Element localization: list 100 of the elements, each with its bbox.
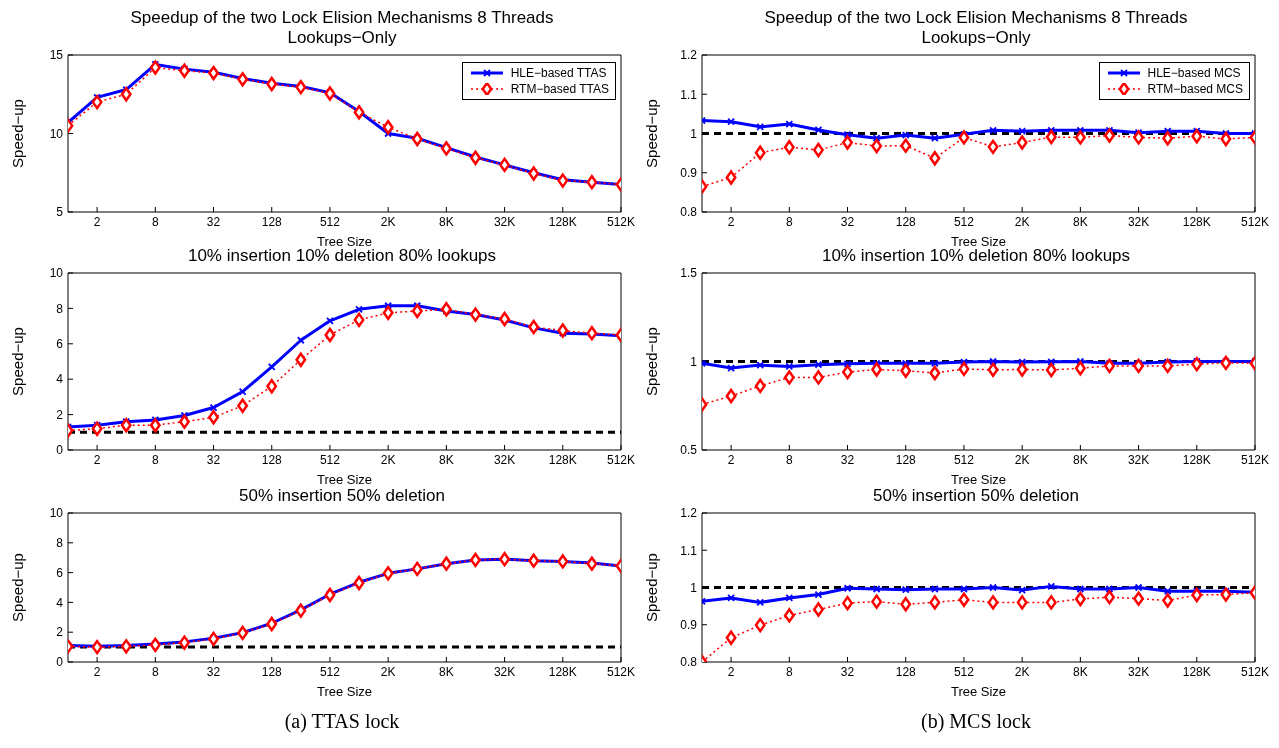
chart-title: Speedup of the two Lock Elision Mechanisms 8 Threads	[129, 8, 555, 28]
y-tick-label: 0.9	[680, 166, 698, 181]
y-tick-label: 0.5	[680, 443, 698, 458]
x-tick-label: 512	[953, 452, 975, 467]
x-tick-label: 512K	[1240, 664, 1270, 679]
chart-title: 50% insertion 50% deletion	[238, 486, 446, 506]
x-tick-label: 128K	[1182, 452, 1211, 467]
chart-title: 10% insertion 10% deletion 80% lookups	[820, 246, 1132, 266]
y-tick-label: 2	[56, 625, 64, 640]
x-axis-title: Tree Size	[950, 684, 1007, 699]
y-tick-label: 1	[690, 580, 698, 595]
x-tick-label: 2K	[1014, 452, 1030, 467]
x-tick-label: 32K	[493, 214, 516, 229]
x-tick-label: 128K	[548, 664, 577, 679]
y-tick-label: 4	[56, 595, 64, 610]
x-tick-label: 8	[785, 664, 793, 679]
x-axis-title: Tree Size	[316, 684, 373, 699]
x-tick-label: 2	[93, 664, 101, 679]
y-tick-label: 0.9	[680, 618, 698, 633]
y-tick-label: 8	[56, 536, 64, 551]
x-tick-label: 128	[261, 452, 283, 467]
legend-label: HLE−based MCS	[1147, 65, 1241, 81]
y-tick-label: 1.1	[680, 543, 698, 558]
x-tick-label: 2	[727, 214, 735, 229]
x-tick-label: 128K	[548, 214, 577, 229]
x-tick-label: 512K	[1240, 214, 1270, 229]
y-tick-label: 1.5	[680, 266, 698, 281]
x-tick-label: 32	[840, 664, 855, 679]
y-tick-label: 2	[56, 407, 64, 422]
y-tick-label: 10	[49, 126, 64, 141]
x-tick-label: 128	[261, 214, 283, 229]
chart-title: 50% insertion 50% deletion	[872, 486, 1080, 506]
x-tick-label: 32K	[1127, 664, 1150, 679]
y-axis-title: Speed−up	[643, 327, 661, 396]
x-tick-label: 512K	[606, 664, 636, 679]
x-tick-label: 8K	[1073, 452, 1088, 467]
y-axis-title: Speed−up	[9, 99, 27, 168]
y-axis-title: Speed−up	[643, 553, 661, 622]
text: (b) MCS lock	[920, 710, 1032, 733]
x-tick-label: 512	[953, 664, 975, 679]
y-tick-label: 10	[49, 506, 64, 521]
x-tick-label: 512	[319, 664, 341, 679]
x-tick-label: 512	[953, 214, 975, 229]
x-tick-label: 128	[261, 664, 283, 679]
x-tick-label: 32	[840, 214, 855, 229]
x-tick-label: 128	[895, 664, 917, 679]
x-tick-label: 128K	[1182, 664, 1211, 679]
x-tick-label: 2	[727, 664, 735, 679]
chart-subtitle: Lookups−Only	[286, 28, 398, 48]
x-tick-label: 8K	[439, 452, 454, 467]
y-tick-label: 4	[56, 372, 64, 387]
x-tick-label: 2	[727, 452, 735, 467]
y-tick-label: 6	[56, 337, 64, 352]
x-tick-label: 8	[785, 452, 793, 467]
x-tick-label: 32K	[493, 452, 516, 467]
x-tick-label: 8K	[439, 664, 454, 679]
y-tick-label: 10	[49, 266, 64, 281]
x-tick-label: 32K	[493, 664, 516, 679]
y-tick-label: 1.1	[680, 87, 698, 102]
y-tick-label: 1.2	[680, 48, 698, 63]
x-tick-label: 512	[319, 452, 341, 467]
text: (a) TTAS lock	[283, 710, 401, 733]
x-tick-label: 32	[206, 214, 221, 229]
y-tick-label: 0	[56, 443, 64, 458]
x-tick-label: 32	[206, 664, 221, 679]
x-tick-label: 2K	[1014, 664, 1030, 679]
x-axis-title: Tree Size	[950, 472, 1007, 487]
x-tick-label: 2	[93, 452, 101, 467]
x-tick-label: 512	[319, 214, 341, 229]
x-tick-label: 8	[151, 452, 159, 467]
x-tick-label: 8K	[439, 214, 454, 229]
x-tick-label: 8	[151, 664, 159, 679]
x-tick-label: 8	[785, 214, 793, 229]
y-tick-label: 15	[49, 48, 64, 63]
x-tick-label: 128	[895, 214, 917, 229]
x-tick-label: 128	[895, 452, 917, 467]
y-tick-label: 5	[56, 205, 64, 220]
y-tick-label: 8	[56, 301, 64, 316]
y-tick-label: 0.8	[680, 655, 698, 670]
y-tick-label: 1.2	[680, 506, 698, 521]
chart-title: Speedup of the two Lock Elision Mechanisms 8 Threads	[763, 8, 1189, 28]
x-tick-label: 8K	[1073, 214, 1088, 229]
x-tick-label: 2K	[1014, 214, 1030, 229]
x-tick-label: 128K	[1182, 214, 1211, 229]
x-tick-label: 2K	[380, 214, 396, 229]
x-tick-label: 2K	[380, 452, 396, 467]
y-axis-title: Speed−up	[9, 553, 27, 622]
legend-label: RTM−based TTAS	[510, 81, 609, 97]
y-tick-label: 0	[56, 655, 64, 670]
y-axis-title: Speed−up	[643, 99, 661, 168]
x-tick-label: 8K	[1073, 664, 1088, 679]
x-tick-label: 32K	[1127, 214, 1150, 229]
x-axis-title: Tree Size	[950, 234, 1007, 249]
x-tick-label: 32K	[1127, 452, 1150, 467]
x-tick-label: 512K	[1240, 452, 1270, 467]
chart-title: 10% insertion 10% deletion 80% lookups	[186, 246, 498, 266]
y-tick-label: 0.8	[680, 205, 698, 220]
x-tick-label: 32	[206, 452, 221, 467]
x-tick-label: 32	[840, 452, 855, 467]
x-axis-title: Tree Size	[316, 234, 373, 249]
